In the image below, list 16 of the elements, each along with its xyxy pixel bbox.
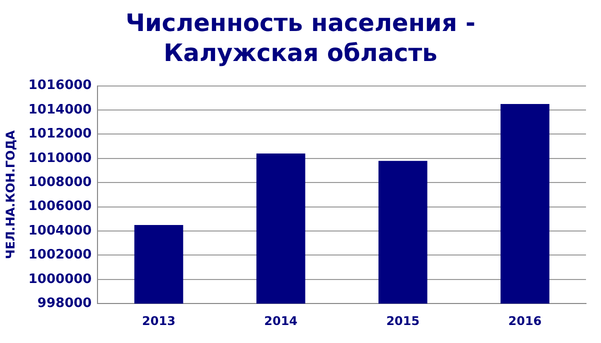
y-tick-label: 1012000 (28, 126, 92, 142)
y-tick-label: 1002000 (28, 248, 92, 263)
y-tick-label: 1004000 (28, 223, 92, 238)
x-tick-label: 2014 (264, 314, 298, 328)
y-tick-label: 1010000 (28, 150, 92, 166)
x-tick-label: 2015 (386, 314, 420, 328)
y-tick-label: 1006000 (28, 199, 92, 214)
y-tick-label: 998000 (37, 296, 92, 311)
x-tick-label: 2013 (142, 314, 176, 328)
chart-title: Численность населения - Калужская область (124, 8, 476, 68)
x-tick-label: 2016 (508, 314, 542, 328)
y-axis-title: ЧЕЛ.НА.КОН.ГОДА (3, 130, 18, 260)
y-tick-label: 1008000 (28, 174, 92, 190)
y-tick-label: 1000000 (28, 272, 92, 287)
y-tick-label: 1016000 (28, 78, 92, 94)
y-tick-label: 1014000 (28, 102, 92, 118)
